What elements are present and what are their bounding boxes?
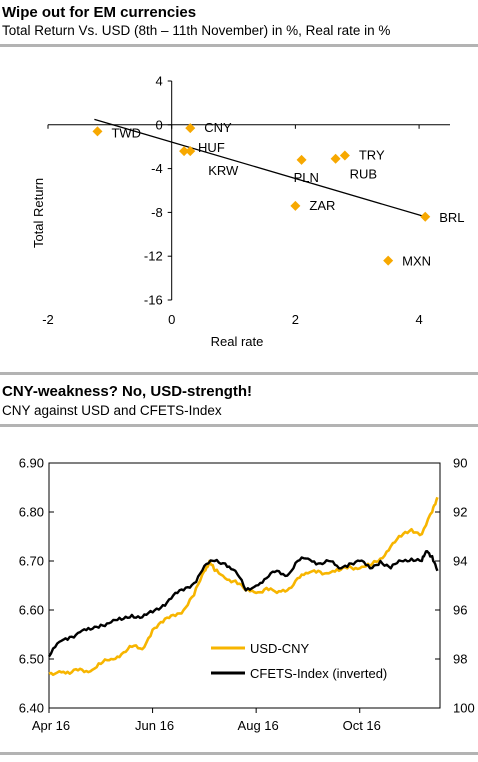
legend-label: CFETS-Index (inverted) bbox=[250, 666, 387, 681]
x-tick-label: -2 bbox=[42, 312, 54, 327]
trendline bbox=[94, 118, 426, 218]
x-tick-label: Aug 16 bbox=[238, 718, 279, 733]
left-tick-label: 6.60 bbox=[19, 603, 44, 618]
chart1-title: Wipe out for EM currencies bbox=[2, 4, 197, 21]
point-label-huf: HUF bbox=[198, 140, 225, 155]
divider bbox=[0, 372, 478, 375]
right-tick-label: 100 bbox=[453, 701, 475, 716]
left-tick-label: 6.40 bbox=[19, 701, 44, 716]
data-point-mxn bbox=[383, 255, 394, 266]
x-tick-label: 4 bbox=[415, 312, 422, 327]
series-line-usd-cny bbox=[48, 496, 439, 677]
data-point-cny bbox=[185, 123, 196, 134]
right-tick-label: 92 bbox=[453, 505, 467, 520]
x-tick-label: 2 bbox=[292, 312, 299, 327]
y-axis-label: Total Return bbox=[31, 178, 46, 248]
series-line-cfets-index bbox=[47, 549, 439, 658]
left-tick-label: 6.70 bbox=[19, 554, 44, 569]
point-label-brl: BRL bbox=[439, 210, 464, 225]
point-label-twd: TWD bbox=[111, 125, 141, 140]
data-point-zar bbox=[290, 200, 301, 211]
divider bbox=[0, 44, 478, 47]
x-axis-label: Real rate bbox=[211, 334, 264, 349]
chart1-subtitle: Total Return Vs. USD (8th – 11th Novembe… bbox=[2, 23, 391, 38]
data-point-pln bbox=[296, 154, 307, 165]
y-tick-label: -12 bbox=[144, 249, 163, 264]
x-tick-label: Oct 16 bbox=[343, 718, 381, 733]
y-tick-label: -16 bbox=[144, 293, 163, 308]
right-tick-label: 90 bbox=[453, 456, 467, 471]
data-point-twd bbox=[92, 126, 103, 137]
y-tick-label: -4 bbox=[151, 161, 163, 176]
data-point-krw bbox=[185, 146, 196, 157]
line-chart: 6.90 6.80 6.70 6.60 6.50 6.40 90 92 94 96 98 100 A… bbox=[19, 456, 475, 734]
right-tick-label: 94 bbox=[453, 554, 467, 569]
chart2-subtitle: CNY against USD and CFETS-Index bbox=[2, 403, 222, 418]
divider bbox=[0, 424, 478, 427]
y-tick-label: -8 bbox=[151, 205, 163, 220]
point-label-try: TRY bbox=[359, 147, 385, 162]
left-tick-label: 6.80 bbox=[19, 505, 44, 520]
x-tick-label: Apr 16 bbox=[32, 718, 70, 733]
point-label-krw: KRW bbox=[208, 163, 239, 178]
right-tick-label: 96 bbox=[453, 603, 467, 618]
data-point-brl bbox=[420, 211, 431, 222]
x-tick-label: 0 bbox=[168, 312, 175, 327]
data-point-huf bbox=[179, 146, 190, 157]
legend-label: USD-CNY bbox=[250, 641, 310, 656]
data-point-try bbox=[339, 150, 350, 161]
data-point-rub bbox=[330, 153, 341, 164]
left-tick-label: 6.90 bbox=[19, 456, 44, 471]
plot-frame bbox=[48, 462, 441, 709]
point-label-mxn: MXN bbox=[402, 254, 431, 269]
right-tick-label: 98 bbox=[453, 652, 467, 667]
chart2-title: CNY-weakness? No, USD-strength! bbox=[2, 383, 253, 400]
left-tick-label: 6.50 bbox=[19, 652, 44, 667]
y-tick-label: 4 bbox=[155, 74, 162, 89]
y-tick-label: 0 bbox=[155, 117, 162, 132]
point-label-cny: CNY bbox=[204, 120, 232, 135]
point-label-zar: ZAR bbox=[309, 198, 335, 213]
x-tick-label: Jun 16 bbox=[135, 718, 174, 733]
point-label-pln: PLN bbox=[294, 170, 319, 185]
divider bbox=[0, 752, 478, 755]
point-label-rub: RUB bbox=[350, 167, 377, 182]
